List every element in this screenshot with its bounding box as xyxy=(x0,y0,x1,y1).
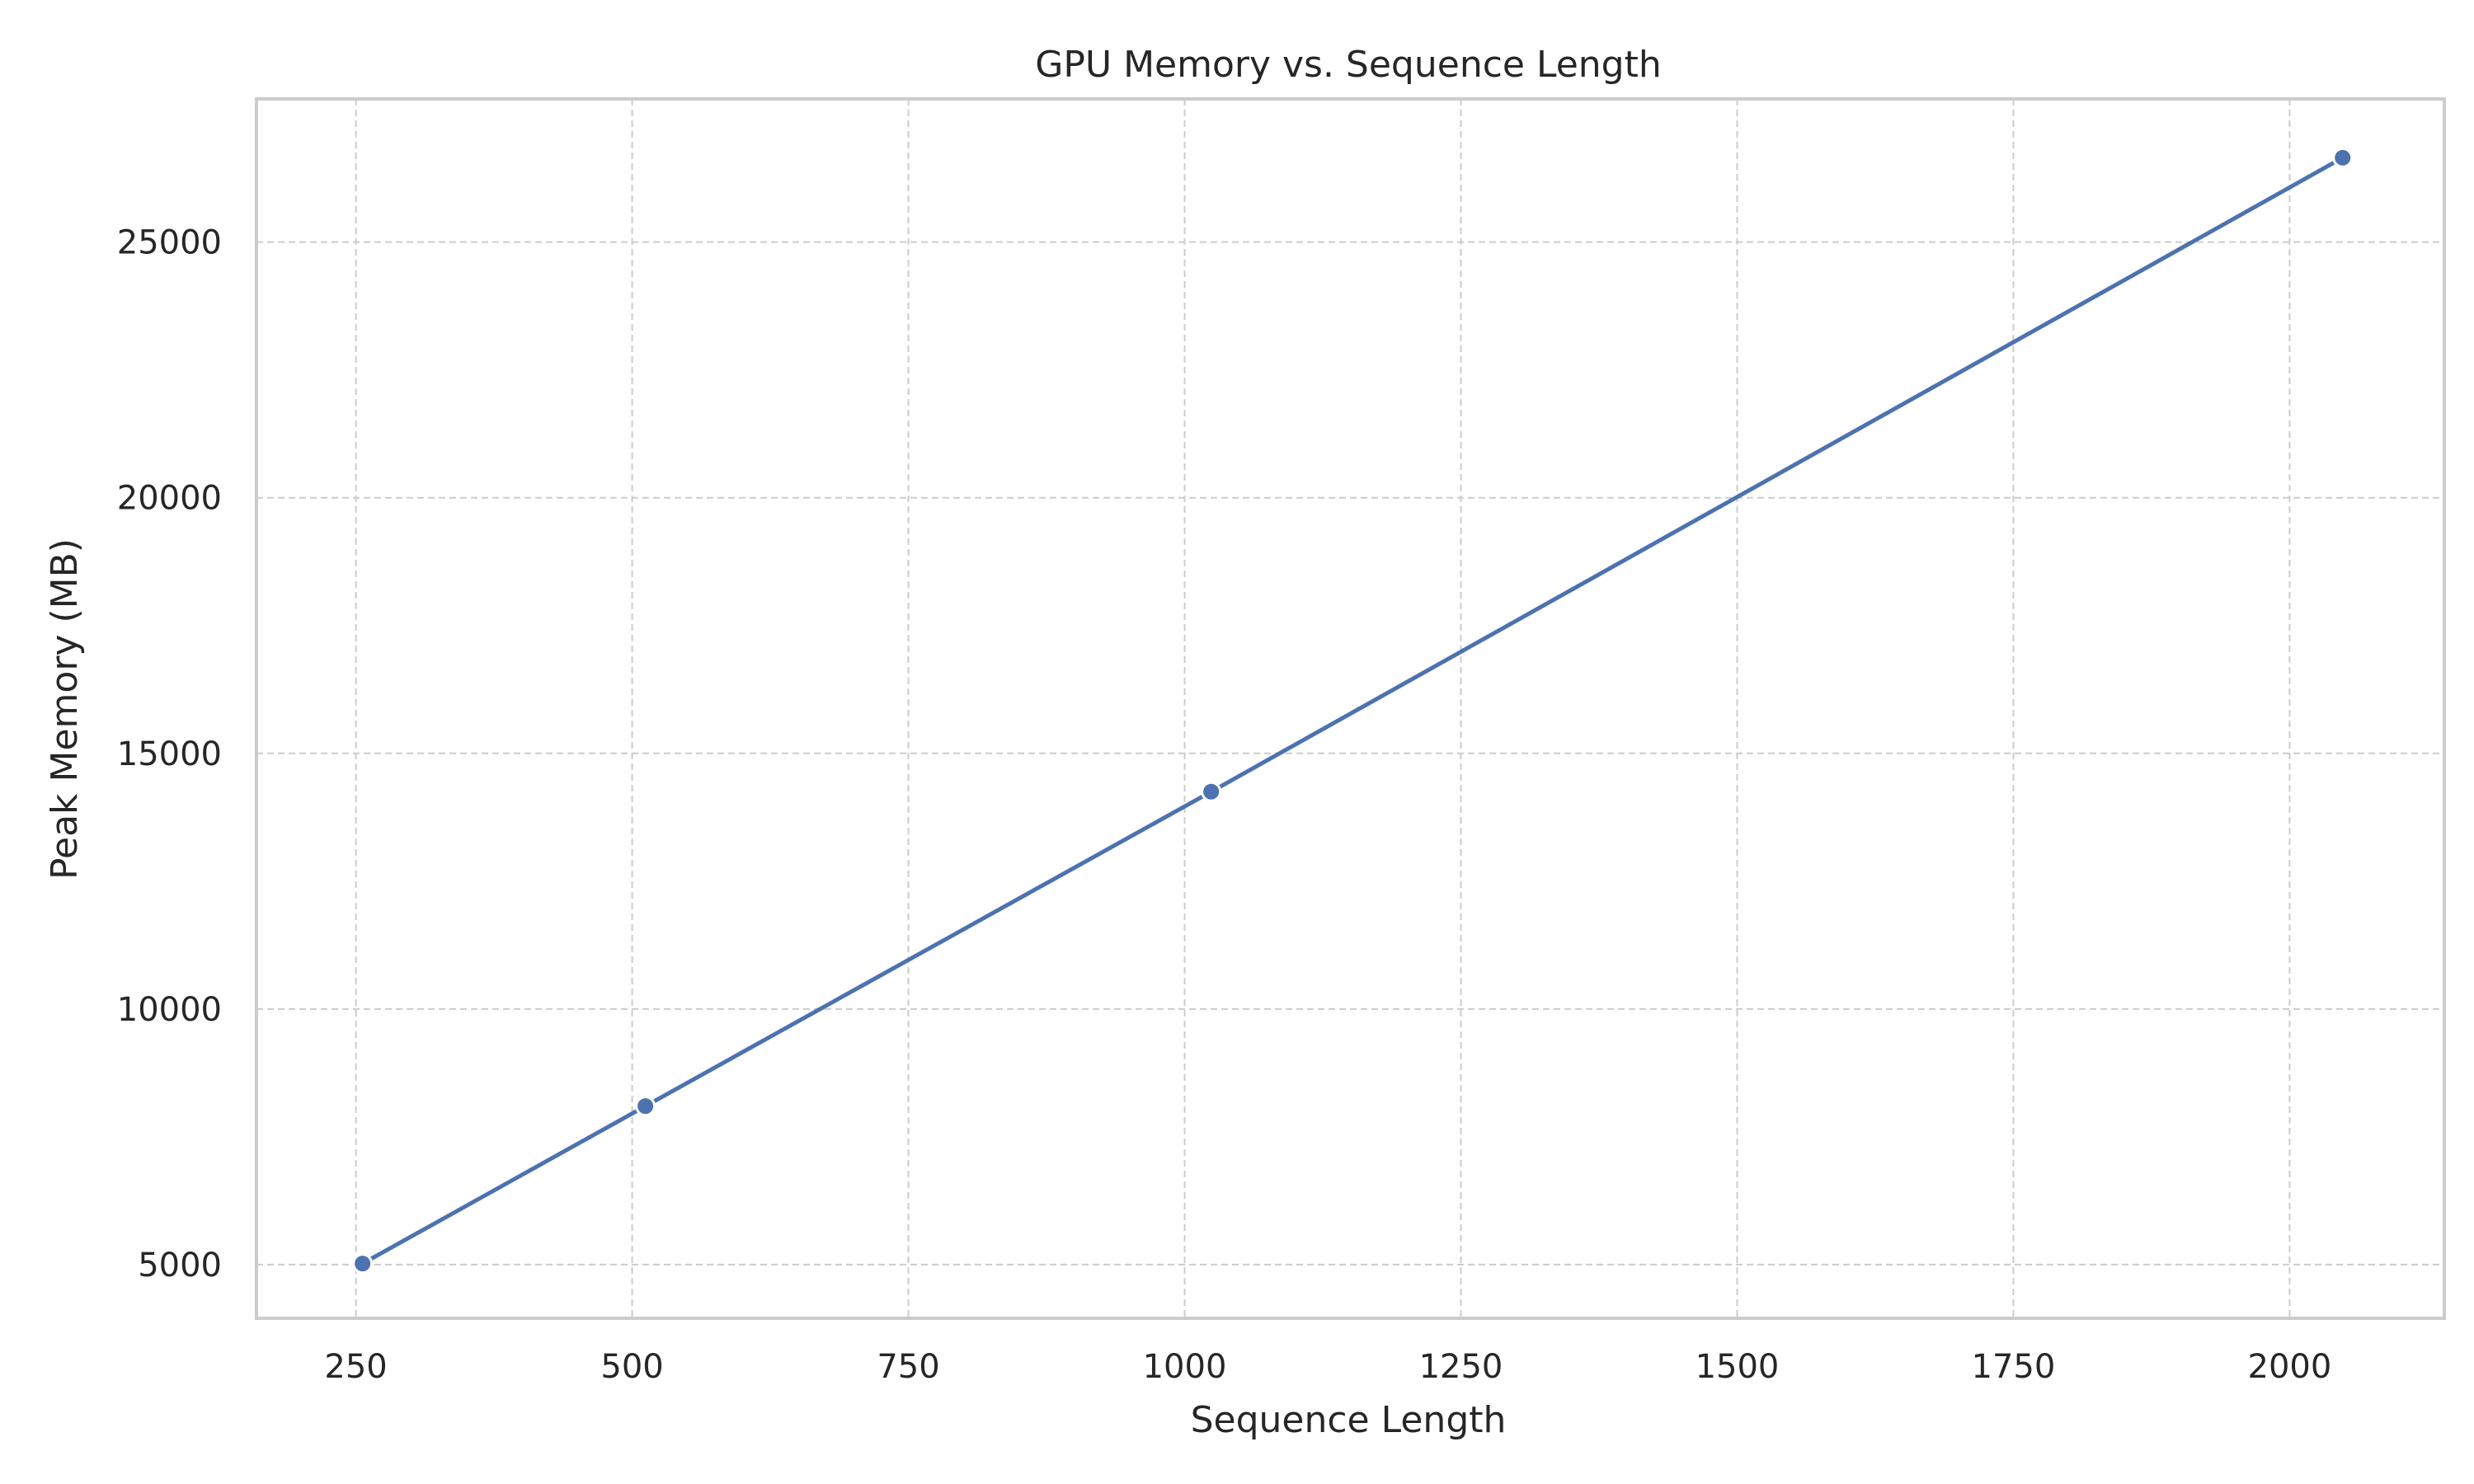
x-tick-label: 750 xyxy=(877,1348,939,1386)
y-tick-label: 10000 xyxy=(117,991,222,1029)
x-axis-label: Sequence Length xyxy=(1191,1399,1507,1441)
data-point xyxy=(1201,781,1222,802)
chart-title: GPU Memory vs. Sequence Length xyxy=(1035,44,1661,86)
y-axis-label: Peak Memory (MB) xyxy=(44,538,86,880)
y-tick-label: 25000 xyxy=(117,224,222,262)
y-axis-ticks: 5000 10000 15000 20000 25000 xyxy=(117,224,222,1284)
data-point xyxy=(2332,147,2354,168)
y-tick-label: 20000 xyxy=(117,480,222,518)
y-tick-label: 5000 xyxy=(138,1247,222,1284)
x-tick-label: 1750 xyxy=(1972,1348,2056,1386)
x-tick-label: 500 xyxy=(600,1348,663,1386)
series-layer xyxy=(352,147,2354,1275)
x-tick-label: 2000 xyxy=(2248,1348,2332,1386)
x-axis-ticks: 250 500 750 1000 1250 1500 1750 2000 xyxy=(324,1348,2331,1386)
data-point xyxy=(635,1096,656,1117)
y-tick-label: 15000 xyxy=(117,735,222,773)
x-tick-label: 1000 xyxy=(1143,1348,1227,1386)
x-tick-label: 1500 xyxy=(1696,1348,1780,1386)
x-tick-label: 250 xyxy=(324,1348,387,1386)
series-line xyxy=(360,155,2345,1266)
plot-frame xyxy=(255,97,2446,1320)
grid xyxy=(256,99,2444,1318)
data-point xyxy=(352,1253,374,1275)
x-tick-label: 1250 xyxy=(1419,1348,1503,1386)
